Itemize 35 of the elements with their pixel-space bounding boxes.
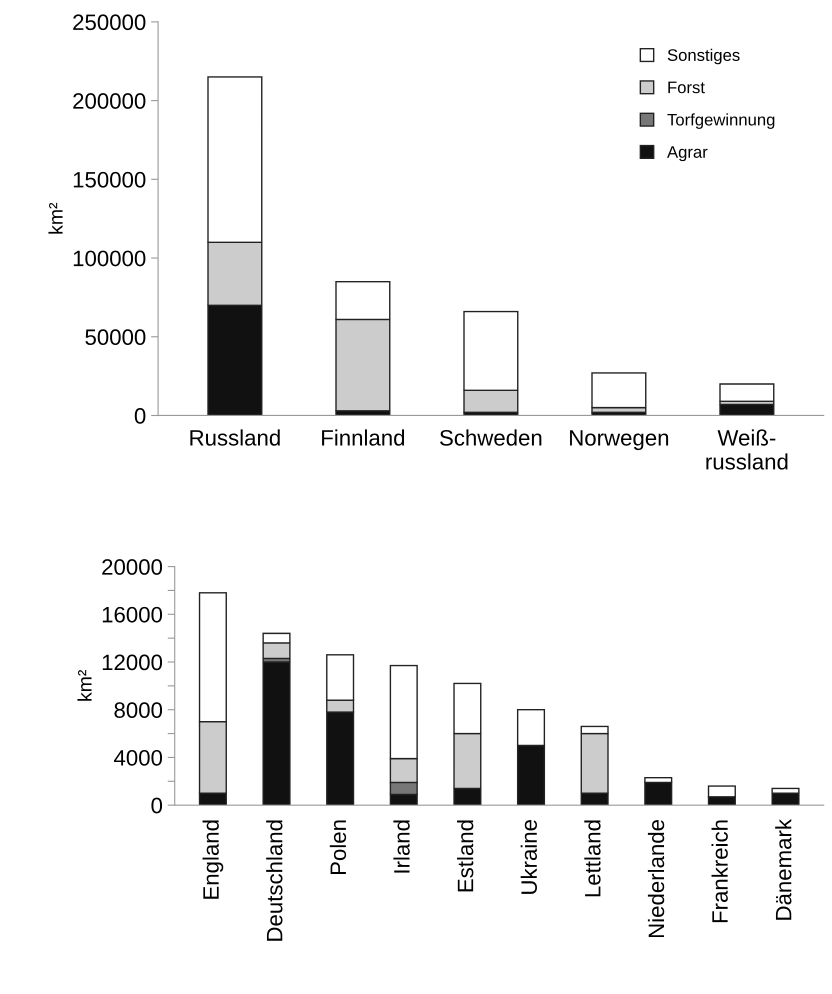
x-tick-label: Schweden	[440, 429, 542, 446]
x-tick-label: England	[202, 820, 224, 899]
y-tick-label: 150000	[74, 172, 146, 188]
y-axis-title: km²	[48, 202, 63, 234]
x-tick-label: Polen	[330, 820, 346, 874]
x-tick-label: Dänemark	[775, 818, 792, 920]
y-tick-label: 0	[134, 408, 146, 424]
x-tick-label: Irland	[393, 820, 410, 873]
x-tick-label: Lettland	[584, 820, 601, 896]
bar	[262, 661, 291, 806]
y-tick-label: 12000	[102, 654, 162, 670]
x-tick-label: Ukraine	[520, 820, 537, 894]
x-tick-label: Deutschland	[266, 820, 282, 941]
y-tick-label: 200000	[73, 93, 146, 109]
y-tick-label: 100000	[74, 250, 146, 266]
y-tick-label: 50000	[85, 329, 146, 346]
x-tick-label: Norwegen	[570, 430, 668, 450]
x-tick-label: Russland	[190, 429, 280, 446]
x-tick-label: Estland	[457, 820, 474, 892]
y-tick-label: 20000	[102, 559, 162, 575]
legend-label: Torfgewinnung	[667, 113, 774, 129]
legend-label: Sonstiges	[668, 48, 740, 64]
y-axis-title: km²	[77, 670, 92, 701]
y-tick-label: 16000	[102, 606, 162, 623]
x-tick-label: Weiß- russland	[706, 429, 788, 470]
legend-label: Forst	[668, 82, 705, 94]
y-tick-label: 8000	[114, 702, 162, 718]
bar	[719, 383, 774, 402]
y-tick-label: 0	[151, 798, 162, 814]
x-tick-label: Finnland	[322, 429, 404, 446]
y-tick-label: 4000	[114, 750, 162, 766]
x-tick-label: Niederlande	[648, 820, 664, 938]
y-tick-label: 250000	[73, 14, 146, 30]
x-tick-label: Frankreich	[712, 820, 728, 922]
legend-label: Agrar	[667, 146, 708, 162]
